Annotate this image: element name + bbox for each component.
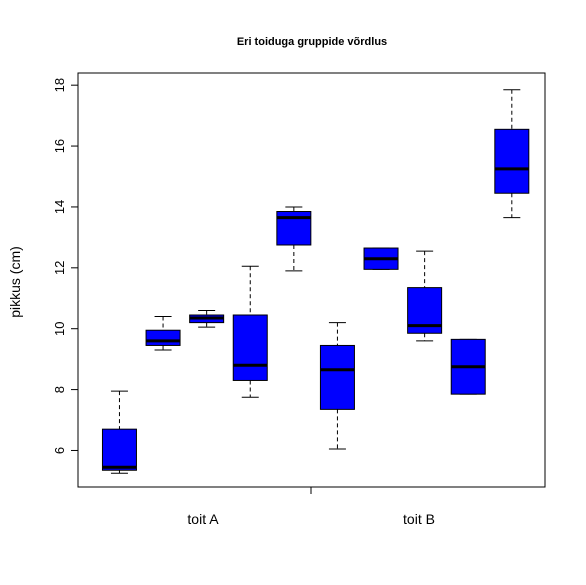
boxes — [101, 89, 530, 474]
chart-title: Eri toiduga gruppide võrdlus — [237, 36, 387, 48]
y-tick-label: 12 — [52, 261, 67, 275]
y-tick-label: 18 — [52, 78, 67, 92]
box-1 — [101, 390, 137, 474]
box-10 — [494, 89, 530, 219]
box-4 — [232, 265, 268, 398]
iqr-box — [145, 329, 181, 346]
y-tick-label: 14 — [52, 200, 67, 214]
iqr-box — [232, 314, 268, 381]
y-tick-label: 16 — [52, 139, 67, 153]
box-5 — [276, 206, 312, 272]
box-6 — [319, 322, 355, 450]
box-7 — [363, 247, 399, 270]
x-category-label: toit A — [187, 511, 219, 527]
plot-frame — [77, 72, 546, 488]
y-tick-label: 6 — [52, 447, 67, 454]
y-axis: 6 8 10 12 14 16 18 — [52, 78, 79, 454]
y-axis-label: pikkus (cm) — [7, 246, 23, 318]
iqr-box — [319, 344, 355, 410]
box-8 — [407, 250, 443, 342]
y-tick-label: 8 — [52, 386, 67, 393]
x-axis: toit A toit B — [187, 487, 435, 527]
iqr-box — [101, 428, 137, 471]
y-tick-label: 10 — [52, 321, 67, 335]
x-category-label: toit B — [403, 511, 435, 527]
box-2 — [145, 316, 181, 351]
box-3 — [189, 309, 225, 328]
box-9 — [450, 338, 486, 395]
iqr-box — [494, 128, 530, 194]
